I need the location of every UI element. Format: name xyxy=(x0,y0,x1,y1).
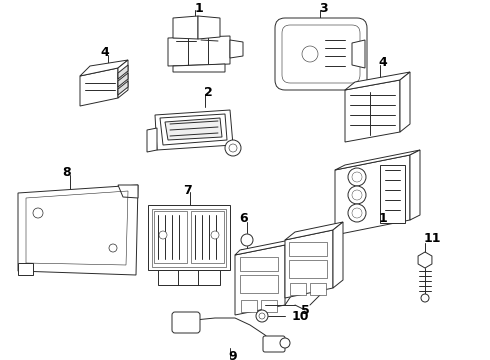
Circle shape xyxy=(348,168,366,186)
Text: 1: 1 xyxy=(195,1,203,14)
Text: 10: 10 xyxy=(291,310,309,323)
Polygon shape xyxy=(345,80,400,142)
Polygon shape xyxy=(118,81,128,95)
Circle shape xyxy=(109,244,117,252)
Circle shape xyxy=(302,46,318,62)
Text: 6: 6 xyxy=(240,212,248,225)
Polygon shape xyxy=(230,40,243,58)
Polygon shape xyxy=(352,40,365,68)
FancyBboxPatch shape xyxy=(289,260,327,278)
Polygon shape xyxy=(165,118,222,140)
FancyBboxPatch shape xyxy=(241,300,257,312)
Polygon shape xyxy=(400,72,410,132)
FancyBboxPatch shape xyxy=(240,257,278,271)
Polygon shape xyxy=(155,110,233,150)
FancyBboxPatch shape xyxy=(172,312,200,333)
Text: 9: 9 xyxy=(229,350,237,360)
Circle shape xyxy=(348,204,366,222)
Text: 8: 8 xyxy=(63,166,72,179)
FancyBboxPatch shape xyxy=(289,242,327,256)
Circle shape xyxy=(225,140,241,156)
Text: 1: 1 xyxy=(379,211,388,225)
Polygon shape xyxy=(235,240,290,255)
Text: 5: 5 xyxy=(301,303,309,316)
Polygon shape xyxy=(18,263,33,275)
Polygon shape xyxy=(235,245,285,315)
Circle shape xyxy=(241,234,253,246)
FancyBboxPatch shape xyxy=(240,275,278,293)
FancyBboxPatch shape xyxy=(191,211,224,263)
Polygon shape xyxy=(198,16,220,39)
Circle shape xyxy=(33,208,43,218)
Text: 4: 4 xyxy=(379,57,388,69)
FancyBboxPatch shape xyxy=(148,205,230,270)
Circle shape xyxy=(352,172,362,182)
Polygon shape xyxy=(335,155,410,235)
FancyBboxPatch shape xyxy=(290,283,306,295)
Polygon shape xyxy=(147,128,157,152)
FancyBboxPatch shape xyxy=(282,25,360,83)
FancyBboxPatch shape xyxy=(152,209,226,267)
Polygon shape xyxy=(285,230,333,298)
Text: 4: 4 xyxy=(100,45,109,58)
Polygon shape xyxy=(118,60,128,98)
Polygon shape xyxy=(80,60,128,76)
FancyBboxPatch shape xyxy=(380,165,405,223)
Circle shape xyxy=(348,186,366,204)
Polygon shape xyxy=(335,150,420,170)
Text: 2: 2 xyxy=(204,86,212,99)
Text: 7: 7 xyxy=(183,184,192,197)
Polygon shape xyxy=(18,185,138,275)
Circle shape xyxy=(352,190,362,200)
Circle shape xyxy=(421,294,429,302)
Polygon shape xyxy=(160,114,227,145)
Circle shape xyxy=(211,231,219,239)
Polygon shape xyxy=(345,72,410,90)
Circle shape xyxy=(159,231,167,239)
Polygon shape xyxy=(158,270,220,285)
Text: 3: 3 xyxy=(318,1,327,14)
Polygon shape xyxy=(173,16,198,39)
Circle shape xyxy=(352,208,362,218)
Circle shape xyxy=(259,313,265,319)
Polygon shape xyxy=(418,252,432,268)
Polygon shape xyxy=(118,185,138,198)
Polygon shape xyxy=(118,65,128,79)
FancyBboxPatch shape xyxy=(261,300,277,312)
Circle shape xyxy=(256,310,268,322)
FancyBboxPatch shape xyxy=(154,211,187,263)
Polygon shape xyxy=(168,36,230,66)
Polygon shape xyxy=(410,150,420,220)
Circle shape xyxy=(229,144,237,152)
Polygon shape xyxy=(333,222,343,288)
Polygon shape xyxy=(118,73,128,87)
Polygon shape xyxy=(80,68,118,106)
FancyBboxPatch shape xyxy=(310,283,326,295)
FancyBboxPatch shape xyxy=(275,18,367,90)
Text: 11: 11 xyxy=(423,231,441,244)
Polygon shape xyxy=(173,64,225,72)
Circle shape xyxy=(280,338,290,348)
Polygon shape xyxy=(285,222,343,240)
FancyBboxPatch shape xyxy=(263,336,285,352)
